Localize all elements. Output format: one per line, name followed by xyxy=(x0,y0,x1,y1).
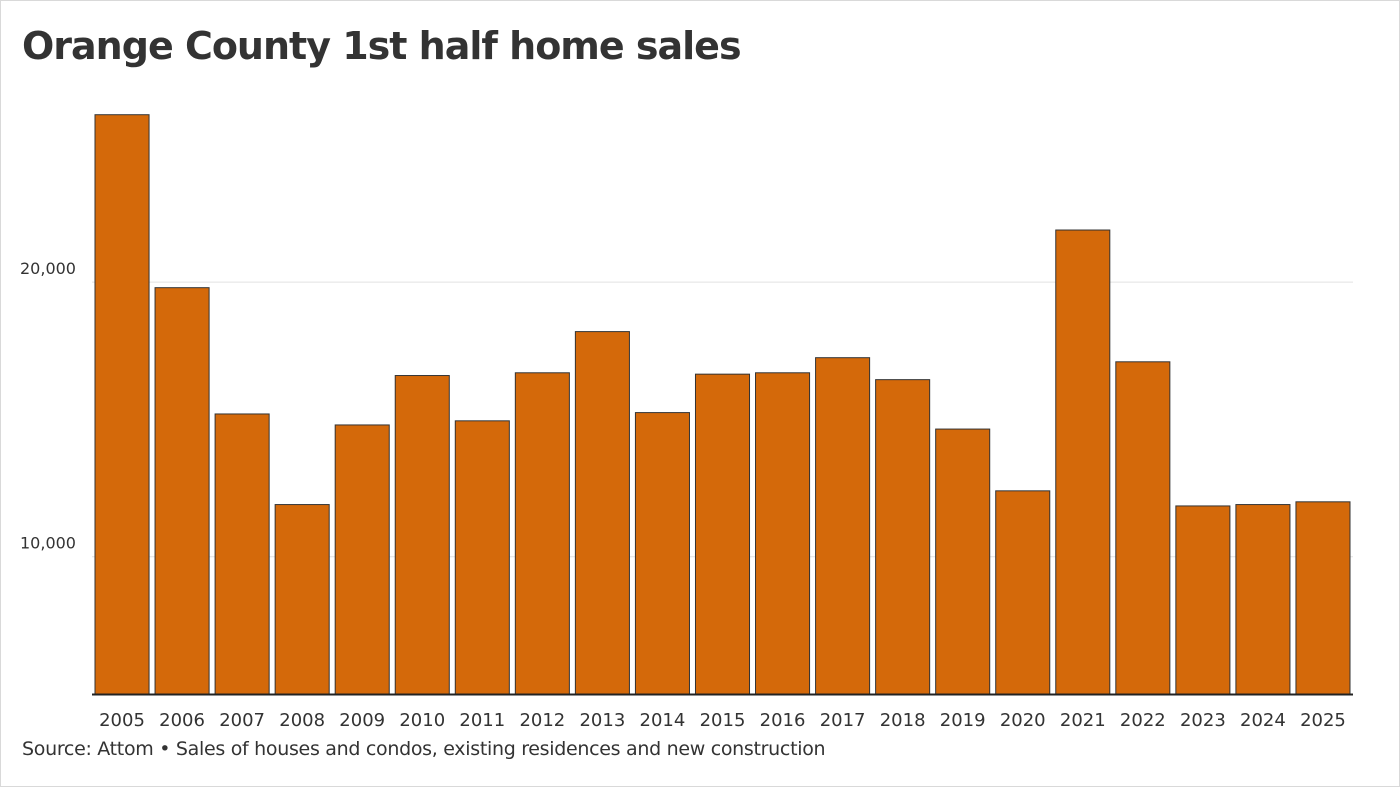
bar xyxy=(1235,504,1291,695)
x-tick-label: 2020 xyxy=(1000,710,1046,731)
x-tick-label: 2010 xyxy=(399,710,445,731)
y-axis-ticks: 10,000 20,000 xyxy=(20,259,76,553)
bar xyxy=(694,373,751,695)
source-note: Source: Attom • Sales of houses and cond… xyxy=(22,738,826,760)
bar xyxy=(154,287,210,695)
x-tick-label: 2019 xyxy=(940,710,986,731)
chart-title: Orange County 1st half home sales xyxy=(22,24,742,68)
bar xyxy=(574,331,630,695)
bar xyxy=(274,504,330,695)
bar xyxy=(394,375,450,695)
x-tick-label: 2016 xyxy=(760,710,806,731)
bar xyxy=(995,490,1051,695)
bar xyxy=(214,413,270,695)
y-tick-label: 10,000 xyxy=(20,534,76,553)
x-tick-label: 2017 xyxy=(820,710,866,731)
x-tick-label: 2022 xyxy=(1120,710,1166,731)
bar xyxy=(935,428,991,695)
bar xyxy=(755,372,811,695)
x-tick-label: 2018 xyxy=(880,710,926,731)
bar xyxy=(875,379,931,695)
x-tick-label: 2011 xyxy=(459,710,505,731)
bar xyxy=(1295,501,1351,695)
bar xyxy=(815,357,871,695)
x-tick-label: 2012 xyxy=(519,710,565,731)
x-tick-label: 2009 xyxy=(339,710,385,731)
x-tick-label: 2007 xyxy=(219,710,265,731)
bars xyxy=(94,114,1351,695)
y-tick-label: 20,000 xyxy=(20,259,76,278)
x-tick-label: 2023 xyxy=(1180,710,1226,731)
bar xyxy=(1175,505,1231,695)
x-tick-label: 2015 xyxy=(700,710,746,731)
bar xyxy=(1115,361,1171,695)
x-tick-label: 2008 xyxy=(279,710,325,731)
x-tick-label: 2021 xyxy=(1060,710,1106,731)
x-tick-label: 2005 xyxy=(99,710,145,731)
bar xyxy=(454,420,510,695)
x-tick-label: 2006 xyxy=(159,710,205,731)
bar xyxy=(1055,229,1111,695)
x-tick-label: 2025 xyxy=(1300,710,1346,731)
x-tick-label: 2014 xyxy=(640,710,686,731)
bar xyxy=(634,412,690,695)
bar xyxy=(514,372,570,695)
x-axis-ticks: 2005 2006 2007 2008 2009 2010 2011 2012 2013 2014… xyxy=(99,710,1346,731)
x-tick-label: 2024 xyxy=(1240,710,1286,731)
x-tick-label: 2013 xyxy=(579,710,625,731)
bar xyxy=(94,114,150,695)
bar xyxy=(334,424,390,695)
